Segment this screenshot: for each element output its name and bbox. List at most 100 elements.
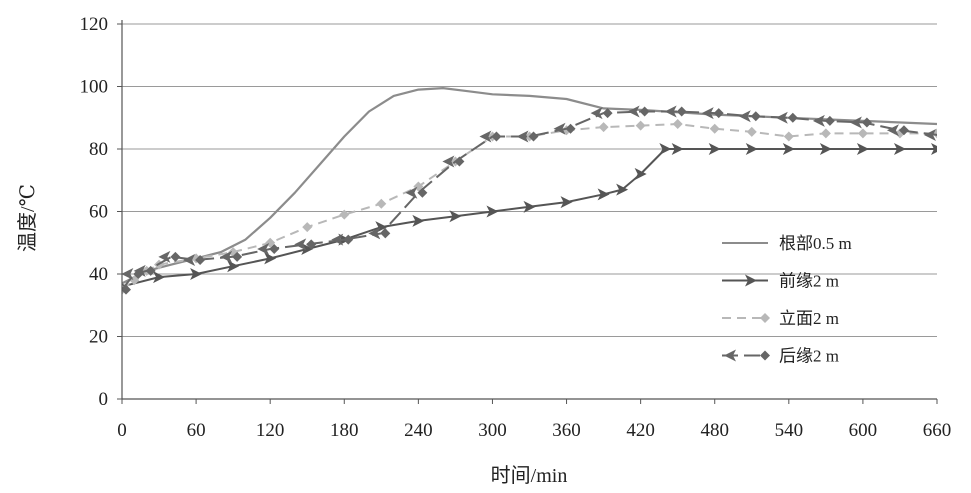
series-4-point-24: [924, 128, 937, 141]
series-3-point-22: [857, 128, 868, 139]
series-4-arrow-1: [122, 268, 134, 280]
series-4-diamond-8: [343, 234, 354, 245]
series-2-point-11: [523, 200, 536, 213]
series-4-arrow-15: [590, 107, 603, 120]
series-4-arrow-7: [294, 238, 307, 251]
series-3-point-24: [932, 128, 937, 139]
legend-item-3: 立面2 m: [722, 309, 839, 328]
axes: 0 20 40 60 80 100 120 0 60 120 180 240 300 360 420 480 5…: [80, 14, 952, 441]
series-2-point-12: [560, 196, 573, 209]
y-tick-label-0: 0: [99, 389, 109, 410]
x-tick-label-240: 240: [404, 420, 433, 441]
series-4-point-7: [294, 238, 317, 251]
y-tick-label-40: 40: [89, 264, 108, 285]
legend-arrow-4: [724, 349, 736, 362]
legend: 根部0.5 m 前缘2 m 立面2 m 后缘2 m: [722, 234, 852, 366]
series-2-point-4: [264, 252, 277, 265]
legend-item-4: 后缘2 m: [722, 347, 839, 366]
series-4-diamond-18: [713, 108, 724, 119]
series-4-arrow-10: [405, 186, 418, 199]
series-4-diamond-9: [380, 228, 391, 239]
series-2-point-3: [227, 260, 240, 273]
series-4-arrow-18: [701, 107, 714, 120]
series-4-point-16: [627, 105, 650, 118]
series-4-arrow-20: [775, 111, 788, 124]
y-tick-label-80: 80: [89, 139, 108, 160]
series-4-point-14: [553, 122, 576, 135]
series-4-arrow-2: [133, 264, 146, 277]
series-2-point-17: [671, 143, 684, 155]
y-axis-title: 温度/℃: [16, 184, 39, 252]
series-2-point-13: [597, 188, 610, 201]
series-4-arrow-9: [368, 227, 381, 240]
series-3-point-18: [709, 123, 720, 134]
series-4-point-11: [442, 155, 465, 168]
series-4-arrow-0: [109, 284, 121, 296]
series-4-arrow-16: [627, 105, 640, 118]
series-4-diamond-11: [454, 156, 465, 167]
series-2-point-1: [153, 271, 166, 284]
legend-item-2: 前缘2 m: [722, 272, 839, 291]
series-2-point-14: [616, 183, 629, 196]
series-3-point-19: [746, 126, 757, 137]
series-3-point-20: [783, 131, 794, 142]
series-4-point-9: [368, 227, 391, 240]
series-4-point-12: [479, 130, 502, 143]
series-4-diamond-12: [491, 131, 502, 142]
series-2-point-22: [856, 143, 869, 155]
series-2-point-20: [782, 143, 795, 155]
series-2-point-15: [634, 168, 647, 180]
series-4-diamond-15: [602, 108, 613, 119]
series-4-arrow-22: [849, 116, 862, 129]
series-2: [122, 143, 937, 290]
series-4-point-18: [701, 107, 724, 120]
series-3-point-17: [672, 119, 683, 129]
series-4-point-19: [738, 110, 761, 123]
x-tick-label-0: 0: [117, 420, 127, 441]
legend-label-4: 后缘2 m: [779, 347, 839, 366]
series-4-arrow-23: [886, 124, 899, 137]
series-group: [109, 87, 937, 296]
series-4-point-3: [158, 250, 181, 263]
y-tick-label-120: 120: [80, 14, 109, 35]
legend-label-1: 根部0.5 m: [779, 234, 852, 253]
series-4-point-23: [886, 124, 909, 137]
x-tick-label-660: 660: [923, 420, 952, 441]
series-4: [109, 105, 937, 296]
x-axis-title: 时间/min: [491, 464, 568, 487]
series-4-point-4: [183, 253, 206, 266]
series-4-diamond-22: [861, 117, 872, 128]
legend-label-3: 立面2 m: [779, 309, 839, 328]
series-4-diamond-4: [195, 254, 206, 265]
series-2-point-16: [659, 143, 672, 155]
series-4-arrow-5: [220, 250, 233, 263]
legend-label-2: 前缘2 m: [779, 272, 839, 291]
series-2-point-19: [745, 143, 758, 155]
series-4-point-13: [516, 130, 539, 143]
series-4-arrow-6: [257, 243, 270, 255]
series-4-diamond-2: [145, 265, 156, 276]
x-tick-label-120: 120: [256, 420, 285, 441]
y-tick-label-60: 60: [89, 202, 108, 223]
series-3-point-8: [339, 209, 350, 220]
legend-marker-3: [760, 313, 770, 323]
series-4-arrow-11: [442, 155, 455, 168]
x-tick-label-60: 60: [187, 420, 206, 441]
series-4-diamond-21: [824, 115, 835, 126]
series-4-point-17: [664, 105, 687, 118]
series-4-diamond-20: [787, 112, 798, 123]
series-4-diamond-13: [528, 131, 539, 142]
series-4-diamond-6: [269, 244, 280, 254]
series-4-arrow-19: [738, 110, 751, 123]
y-tick-label-100: 100: [80, 77, 109, 98]
x-tick-label-600: 600: [849, 420, 878, 441]
series-4-diamond-0: [122, 284, 131, 295]
series-2-point-23: [893, 143, 906, 155]
series-4-diamond-16: [639, 106, 650, 117]
series-4-diamond-17: [676, 106, 687, 117]
legend-item-1: 根部0.5 m: [722, 234, 852, 253]
x-tick-label-180: 180: [330, 420, 359, 441]
series-2-point-18: [708, 143, 721, 155]
